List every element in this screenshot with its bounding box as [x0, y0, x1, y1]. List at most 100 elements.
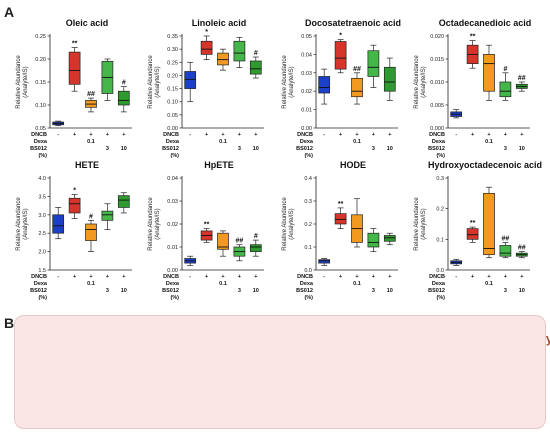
y-tick-label: 0.00 — [167, 268, 178, 274]
treatment-cell: + — [205, 132, 208, 138]
y-tick-label: 3.5 — [38, 194, 46, 200]
y-tick-label: 0.0 — [436, 268, 444, 274]
y-tick-label: 2.0 — [38, 250, 46, 256]
treatment-row-label: Dexa — [300, 139, 314, 145]
box — [318, 76, 331, 94]
treatment-cell: + — [254, 274, 257, 280]
treatment-cell: + — [504, 132, 507, 138]
y-tick-label: 0.05 — [167, 113, 178, 119]
y-tick-label: 0.0 — [304, 268, 312, 274]
treatment-cell: + — [372, 132, 375, 138]
treatment-cell: + — [388, 132, 391, 138]
treatment-row-label: BS012 — [30, 146, 47, 152]
treatment-row-label: (%) — [38, 153, 47, 159]
treatment-cell: 0.1 — [485, 281, 493, 287]
y-axis-label: (Analyte/IS) — [421, 66, 427, 97]
treatment-row-label: BS012 — [30, 288, 47, 294]
box — [85, 223, 97, 241]
treatment-row-label: Dexa — [34, 281, 48, 287]
y-tick-label: 0.2 — [304, 222, 312, 228]
treatment-row-label: Dexa — [300, 281, 314, 287]
treatment-cell: + — [106, 132, 109, 138]
y-tick-label: 3.0 — [38, 213, 46, 219]
treatment-row-label: (%) — [304, 295, 313, 301]
treatment-cell: - — [57, 132, 59, 138]
treatment-cell: + — [388, 274, 391, 280]
treatment-row-label: DNCB — [163, 132, 179, 138]
treatment-cell: + — [471, 132, 474, 138]
y-tick-label: 0.20 — [167, 73, 178, 79]
treatment-cell: + — [221, 274, 224, 280]
y-axis-label: (Analyte/IS) — [289, 208, 295, 239]
treatment-row-label: Dexa — [166, 139, 180, 145]
treatment-cell: + — [504, 274, 507, 280]
box — [184, 71, 197, 89]
y-tick-label: 0.000 — [430, 126, 444, 132]
treatment-row-label: Dexa — [432, 139, 446, 145]
treatment-row-label: DNCB — [163, 274, 179, 280]
y-tick-label: 1.5 — [38, 268, 46, 274]
treatment-cell: 10 — [519, 288, 525, 294]
box — [233, 40, 246, 62]
significance-mark: ## — [353, 66, 361, 73]
treatment-cell: + — [471, 274, 474, 280]
treatment-cell: 0.1 — [219, 139, 227, 145]
treatment-cell: 3 — [504, 146, 507, 152]
treatment-cell: + — [73, 132, 76, 138]
treatment-cell: - — [189, 274, 191, 280]
box — [117, 195, 130, 208]
box — [334, 41, 347, 70]
treatment-cell: + — [254, 132, 257, 138]
treatment-cell: 3 — [504, 288, 507, 294]
treatment-cell: 3 — [238, 288, 241, 294]
chart-title: HETE — [75, 160, 99, 170]
y-tick-label: 0.005 — [430, 103, 444, 109]
treatment-cell: + — [205, 274, 208, 280]
significance-mark: ** — [204, 222, 210, 229]
treatment-row-label: DNCB — [31, 274, 47, 280]
treatment-cell: + — [520, 132, 523, 138]
significance-mark: ## — [518, 245, 526, 252]
box — [249, 244, 262, 252]
treatment-row-label: BS012 — [296, 146, 313, 152]
treatment-cell: + — [339, 132, 342, 138]
chart-title: Hydroxyoctadecenoic acid — [428, 160, 542, 170]
y-tick-label: 0.25 — [35, 34, 46, 40]
treatment-row-label: DNCB — [429, 274, 445, 280]
treatment-row-label: Dexa — [34, 139, 48, 145]
significance-mark: # — [254, 233, 258, 240]
treatment-cell: - — [455, 132, 457, 138]
treatment-cell: - — [57, 274, 59, 280]
y-tick-label: 0.05 — [301, 34, 312, 40]
treatment-cell: 10 — [253, 288, 259, 294]
treatment-cell: + — [73, 274, 76, 280]
treatment-row-label: DNCB — [429, 132, 445, 138]
significance-mark: ## — [236, 238, 244, 245]
y-tick-label: 0.05 — [35, 126, 46, 132]
y-tick-label: 0.010 — [430, 80, 444, 86]
treatment-cell: - — [323, 132, 325, 138]
treatment-cell: + — [355, 132, 358, 138]
significance-mark: * — [73, 188, 76, 195]
treatment-row-label: (%) — [436, 153, 445, 159]
treatment-row-label: Dexa — [166, 281, 180, 287]
treatment-row-label: (%) — [170, 295, 179, 301]
treatment-row-label: DNCB — [31, 132, 47, 138]
y-tick-label: 0.03 — [167, 199, 178, 205]
y-tick-label: 0.02 — [167, 222, 178, 228]
y-tick-label: 0.30 — [167, 47, 178, 53]
y-axis-label: (Analyte/IS) — [23, 66, 29, 97]
y-axis-label: (Analyte/IS) — [155, 208, 161, 239]
y-tick-label: 0.10 — [167, 100, 178, 106]
significance-mark: * — [339, 33, 342, 40]
treatment-cell: - — [189, 132, 191, 138]
box — [217, 52, 229, 66]
box — [318, 259, 331, 264]
box — [334, 213, 347, 225]
chart-title: Linoleic acid — [192, 18, 247, 28]
treatment-row-label: (%) — [304, 153, 313, 159]
treatment-cell: 0.1 — [87, 281, 95, 287]
treatment-cell: + — [106, 274, 109, 280]
treatment-cell: 0.1 — [353, 139, 361, 145]
y-axis-label: (Analyte/IS) — [23, 208, 29, 239]
